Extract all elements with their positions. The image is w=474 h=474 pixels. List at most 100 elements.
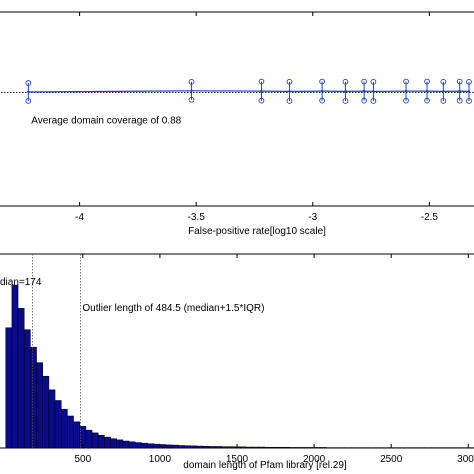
error-upper-marker — [258, 78, 265, 85]
data-point — [27, 90, 30, 94]
histogram-bar — [48, 389, 56, 449]
data-point — [442, 90, 445, 93]
x-tick-label: 2500 — [380, 454, 403, 465]
coverage-line — [28, 90, 470, 93]
histogram-bar — [122, 440, 130, 449]
histogram-bar — [104, 436, 111, 449]
data-point — [372, 90, 375, 93]
data-point — [260, 89, 263, 93]
histogram-bar — [60, 408, 68, 449]
error-upper-marker — [403, 78, 409, 85]
histogram-bar — [30, 346, 37, 449]
error-upper-marker — [456, 78, 463, 85]
error-lower-marker — [456, 97, 463, 104]
error-upper-marker — [188, 78, 195, 85]
histogram-bar — [252, 446, 259, 449]
histogram-bar — [17, 308, 25, 449]
histogram-bar — [73, 421, 80, 449]
data-point — [288, 90, 291, 93]
outlier-annotation: Outlier length of 484.5 (median+1.5*IQR) — [82, 303, 264, 314]
x-tick-label: -4 — [75, 212, 84, 223]
error-lower-marker — [403, 97, 409, 104]
length-histogram-panel: dian=174 Outlier length of 484.5 (median+… — [0, 253, 474, 471]
histogram-bar — [184, 445, 191, 449]
histogram-bar — [239, 446, 247, 449]
histogram-bar — [54, 400, 62, 449]
error-upper-marker — [466, 78, 472, 85]
error-upper-marker — [319, 78, 325, 85]
histogram-bar — [165, 444, 173, 449]
error-lower-marker — [319, 97, 325, 104]
histogram-bar — [307, 447, 315, 449]
error-upper-marker — [370, 78, 377, 85]
error-lower-marker — [466, 98, 472, 104]
coverage-series — [25, 78, 472, 104]
error-upper-marker — [25, 80, 32, 86]
histogram-bar — [42, 375, 50, 449]
data-point — [467, 90, 471, 93]
coverage-x-axis-label: False-positive rate[log10 scale] — [188, 226, 326, 237]
histogram-bar — [221, 446, 228, 449]
error-upper-marker — [424, 78, 430, 85]
error-lower-marker — [25, 98, 32, 104]
histogram-bar — [147, 443, 154, 449]
histogram-bar — [36, 362, 43, 449]
histogram-bar — [301, 447, 309, 449]
error-lower-marker — [424, 97, 430, 104]
histogram-bar — [67, 415, 74, 449]
histogram-bar — [11, 284, 19, 449]
x-tick-label: 500 — [74, 454, 91, 465]
histogram-bar — [190, 445, 198, 449]
histogram-bar — [91, 432, 99, 449]
error-lower-marker — [361, 97, 367, 104]
x-tick-label: 2000 — [303, 454, 326, 465]
data-point — [320, 89, 324, 93]
average-coverage-annotation: Average domain coverage of 0.88 — [31, 116, 181, 127]
data-point — [344, 90, 347, 93]
coverage-panel: Average domain coverage of 0.88 -4 -3.5 -3… — [0, 11, 474, 237]
histogram-bar — [159, 444, 167, 449]
histogram-reference-lines: dian=174 Outlier length of 484.5 (median+… — [0, 254, 264, 448]
histogram-bar — [128, 441, 136, 449]
histogram-bar — [153, 443, 161, 449]
x-tick-label: 1000 — [149, 454, 172, 465]
histogram-bar — [320, 447, 327, 449]
histogram-bar — [196, 445, 204, 449]
data-point — [425, 89, 429, 93]
histogram-bar — [202, 446, 210, 449]
histogram-bar — [270, 446, 278, 449]
x-tick-label: 1500 — [226, 454, 249, 465]
median-annotation: dian=174 — [0, 277, 42, 288]
histogram-bar — [215, 446, 222, 449]
histogram-bar — [208, 446, 216, 449]
histogram-bar — [283, 446, 290, 449]
error-upper-marker — [361, 78, 367, 85]
x-tick-label: -2.5 — [421, 212, 439, 223]
histogram-bar — [295, 447, 303, 449]
histogram-bar — [289, 447, 296, 449]
error-lower-marker — [258, 97, 265, 104]
histogram-x-ticks: 500 1000 1500 2000 2500 3000 — [74, 254, 474, 465]
coverage-x-ticks: -4 -3.5 -3 -2.5 — [75, 12, 438, 223]
data-point — [190, 89, 193, 92]
error-lower-marker — [286, 98, 293, 104]
coverage-plot-frame — [0, 11, 474, 207]
histogram-bar — [23, 329, 31, 449]
histogram-bar — [313, 447, 321, 449]
error-lower-marker — [370, 98, 377, 104]
data-point — [404, 89, 408, 93]
error-upper-marker — [286, 78, 293, 85]
error-lower-marker — [188, 96, 195, 103]
histogram-bar — [171, 444, 179, 449]
histogram-bar — [141, 442, 148, 449]
histogram-bar — [178, 445, 185, 449]
error-upper-marker — [440, 78, 447, 85]
x-tick-label: -3.5 — [188, 212, 206, 223]
histogram-bar — [5, 327, 13, 449]
histogram-bar — [116, 439, 124, 449]
histogram-bar — [97, 434, 105, 449]
histogram-bar — [264, 446, 272, 449]
histogram-bar — [85, 429, 93, 449]
histogram-bar — [134, 442, 142, 449]
